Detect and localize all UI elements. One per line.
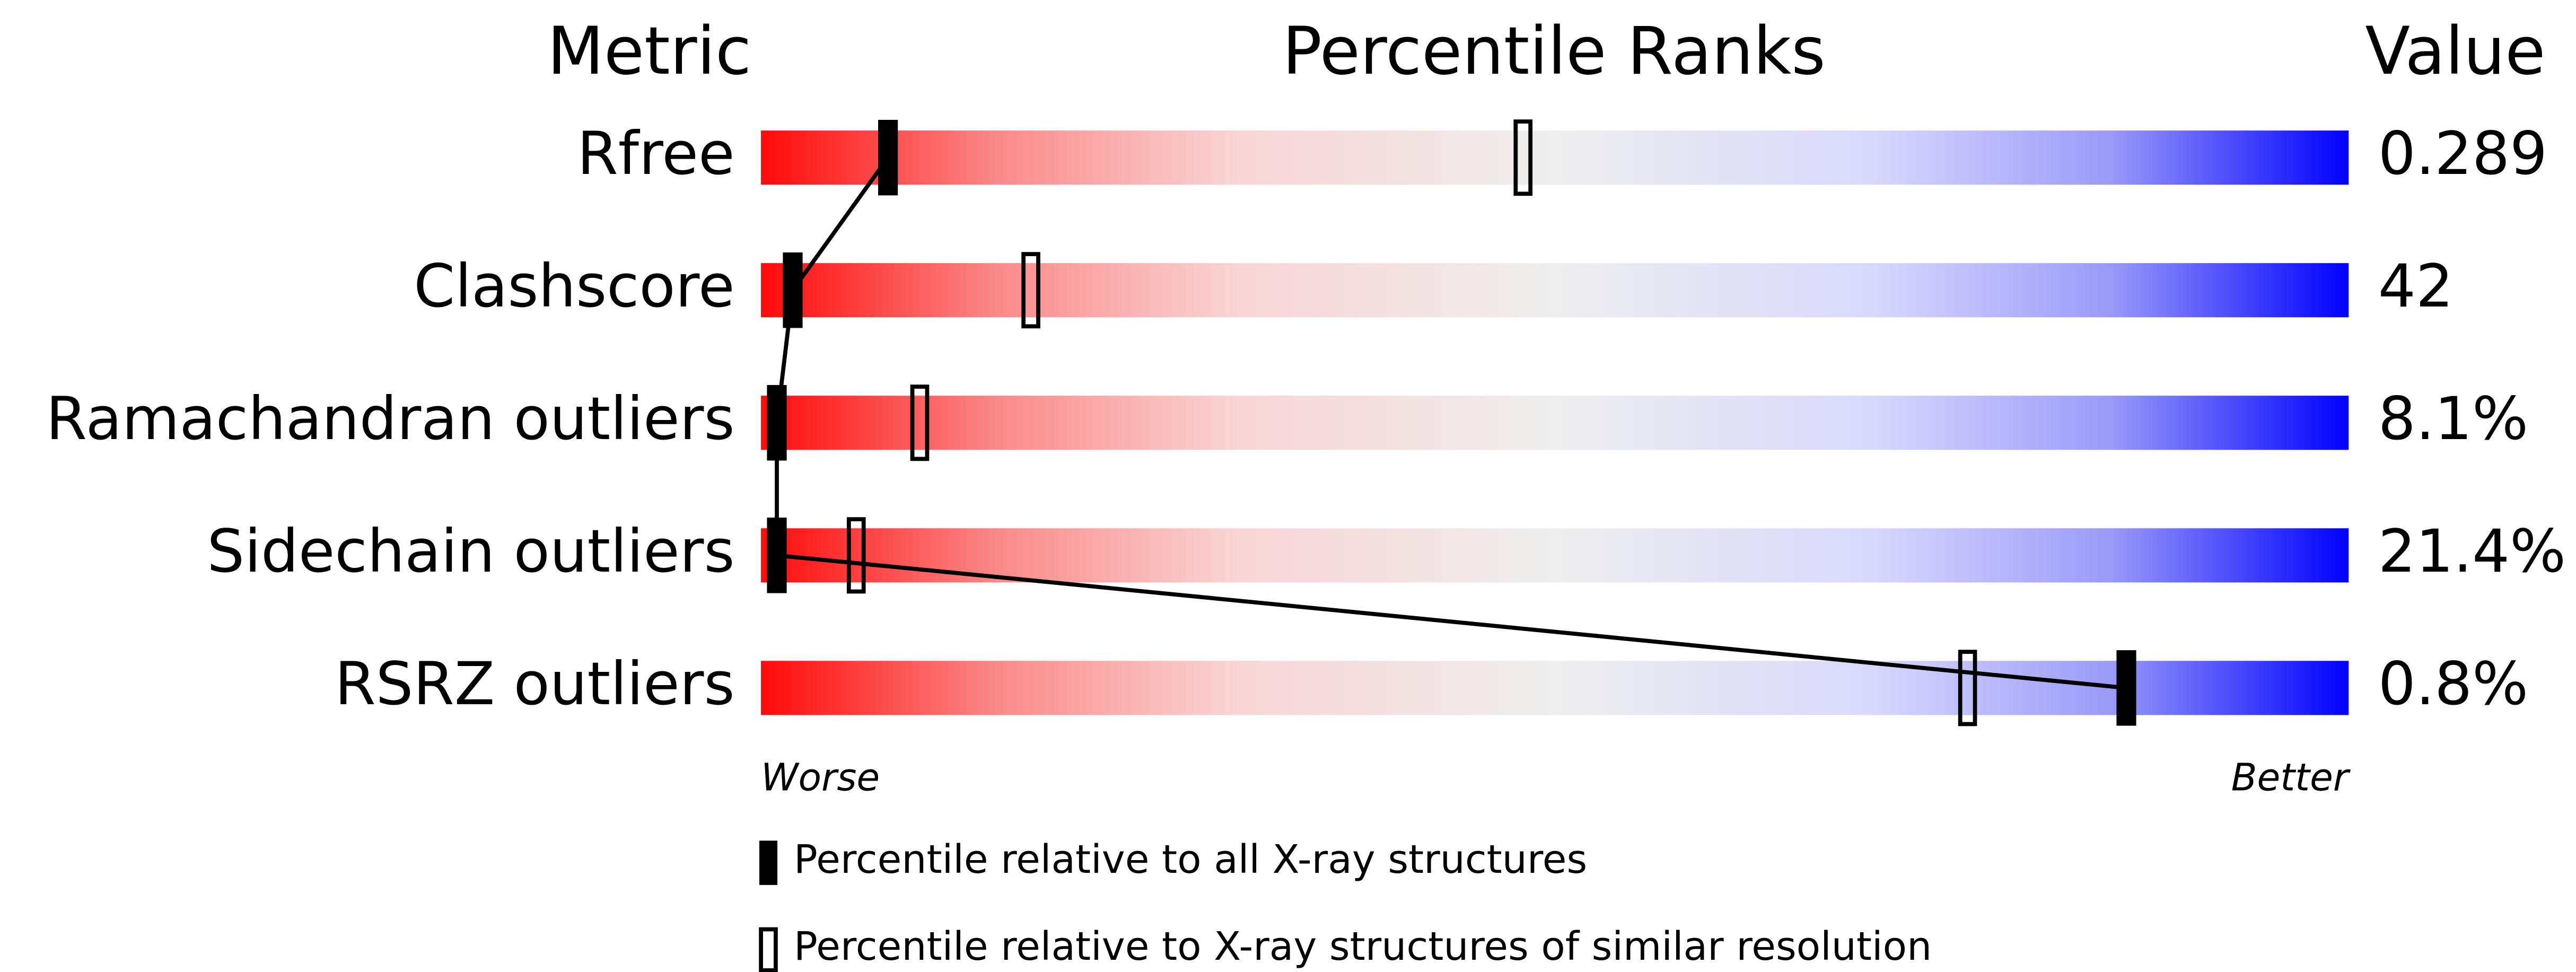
percentile-bar [761, 396, 2349, 450]
metric-label: Ramachandran outliers [46, 385, 735, 453]
percentile-bar [761, 130, 2349, 185]
percentile-marker [878, 120, 898, 196]
metric-value: 8.1% [2378, 385, 2528, 453]
similar-resolution-marker [1021, 252, 1040, 329]
axis-end-label: Worse [761, 755, 880, 799]
legend-icon [759, 840, 778, 885]
axis-end-label: Better [2231, 755, 2351, 799]
percentile-bar [761, 661, 2349, 715]
metric-value: 42 [2378, 252, 2454, 321]
percentile-marker [767, 518, 787, 593]
metric-label: Rfree [577, 120, 734, 188]
legend-icon [759, 927, 778, 972]
metric-value: 21.4% [2378, 518, 2566, 586]
percentile-marker [2116, 650, 2136, 726]
legend-label: Percentile relative to all X-ray structu… [794, 836, 1587, 882]
metric-label: RSRZ outliers [335, 650, 734, 719]
column-header: Metric [547, 13, 751, 90]
percentile-bar [761, 528, 2349, 583]
similar-resolution-marker [910, 384, 930, 461]
metric-value: 0.8% [2378, 650, 2528, 719]
percentile-bar [761, 263, 2349, 318]
percentile-marker [767, 385, 787, 461]
column-header: Percentile Ranks [1282, 13, 1825, 90]
metric-label: Clashscore [414, 252, 734, 321]
similar-resolution-marker [846, 517, 866, 594]
percentile-marker [783, 252, 803, 328]
metric-label: Sidechain outliers [207, 518, 734, 586]
similar-resolution-marker [1513, 119, 1533, 196]
column-header: Value [2365, 13, 2545, 90]
metric-value: 0.289 [2378, 120, 2547, 188]
legend-label: Percentile relative to X-ray structures … [794, 923, 1932, 969]
similar-resolution-marker [1958, 650, 1977, 726]
